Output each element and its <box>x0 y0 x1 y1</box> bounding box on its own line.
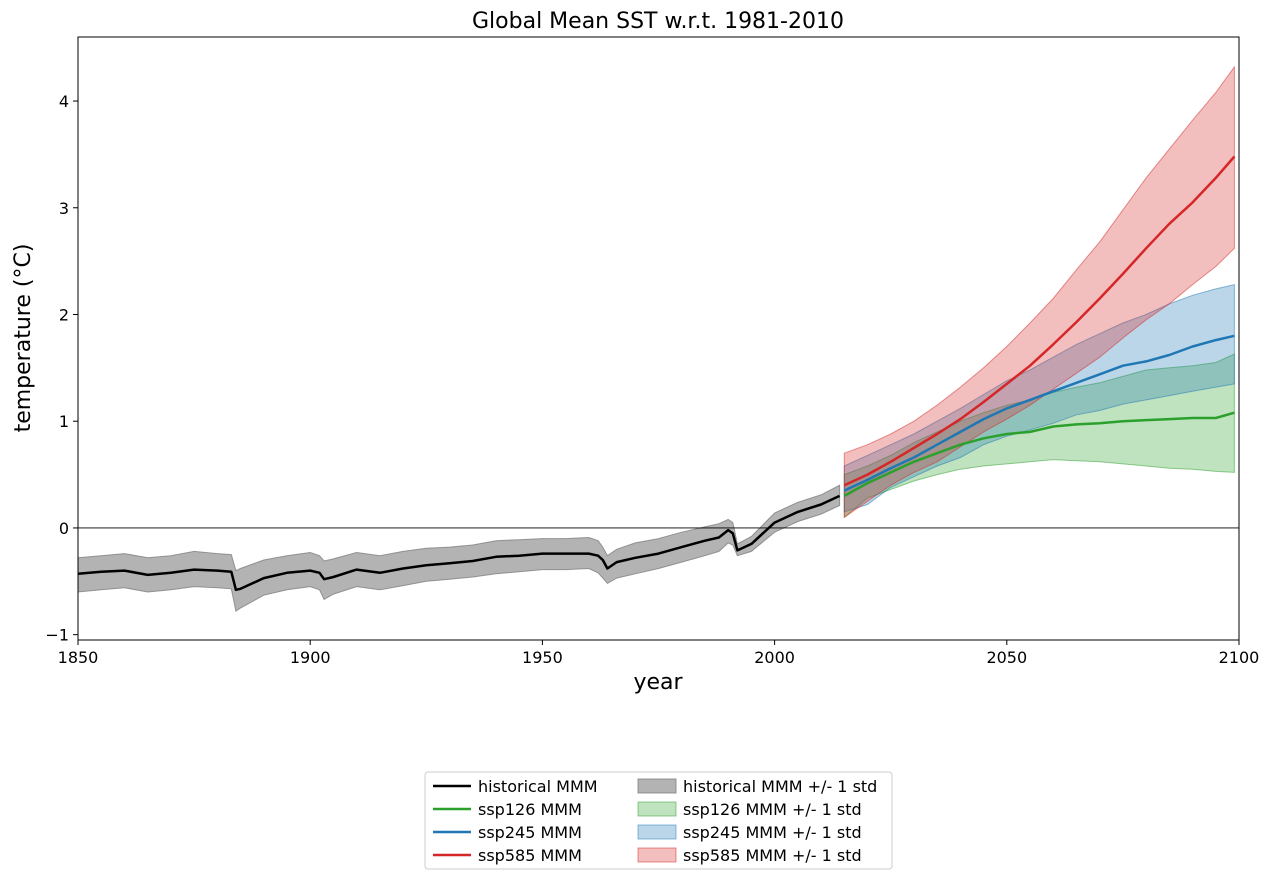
legend: historical MMM ssp126 MMM ssp245 MMM ssp585… <box>424 771 893 870</box>
y-tick-label: 0 <box>59 519 69 538</box>
x-tick-label: 1850 <box>58 648 99 667</box>
x-tick-label: 2050 <box>986 648 1027 667</box>
chart-title: Global Mean SST w.r.t. 1981-2010 <box>472 9 844 34</box>
band-layer <box>77 65 1235 613</box>
legend-label: ssp126 MMM <box>478 800 582 819</box>
ssp585-mmm-line <box>843 155 1236 487</box>
y-tick-label: 1 <box>59 412 69 431</box>
legend-label: ssp126 MMM +/- 1 std <box>683 800 862 819</box>
legend-label: historical MMM <box>478 777 598 796</box>
x-tick-label: 2100 <box>1219 648 1260 667</box>
y-tick-label: 2 <box>59 305 69 324</box>
legend-swatch-ssp126-band <box>637 801 677 817</box>
legend-label: ssp245 MMM +/- 1 std <box>683 823 862 842</box>
x-axis: 1850 1900 1950 2000 2050 2100 <box>58 640 1260 667</box>
y-axis: −1 0 1 2 3 4 <box>45 92 78 645</box>
line-layer <box>77 155 1236 592</box>
y-axis-title: temperature (°C) <box>11 244 36 433</box>
x-tick-label: 1900 <box>290 648 331 667</box>
ssp126-mmm-line <box>843 411 1235 497</box>
historical-std-band <box>77 484 841 613</box>
y-tick-label: 4 <box>59 92 69 111</box>
legend-swatch-ssp245-band <box>637 824 677 840</box>
legend-label: historical MMM +/- 1 std <box>683 777 877 796</box>
y-tick-label: 3 <box>59 199 69 218</box>
legend-label: ssp245 MMM <box>478 823 582 842</box>
plot-frame <box>77 36 1240 641</box>
legend-box <box>424 771 893 870</box>
legend-label: ssp585 MMM +/- 1 std <box>683 846 862 865</box>
ssp126-std-band <box>843 353 1235 519</box>
legend-swatch-historical-band <box>637 778 677 794</box>
ssp245-mmm-line <box>843 334 1235 492</box>
legend-swatch-ssp585-band <box>637 847 677 863</box>
x-tick-label: 1950 <box>522 648 563 667</box>
x-tick-label: 2000 <box>754 648 795 667</box>
legend-label: ssp585 MMM <box>478 846 582 865</box>
ssp585-std-band <box>843 65 1235 519</box>
x-axis-title: year <box>633 670 683 695</box>
plot-area <box>77 65 1239 613</box>
y-tick-label: −1 <box>45 626 69 645</box>
historical-mmm-line <box>77 494 841 592</box>
